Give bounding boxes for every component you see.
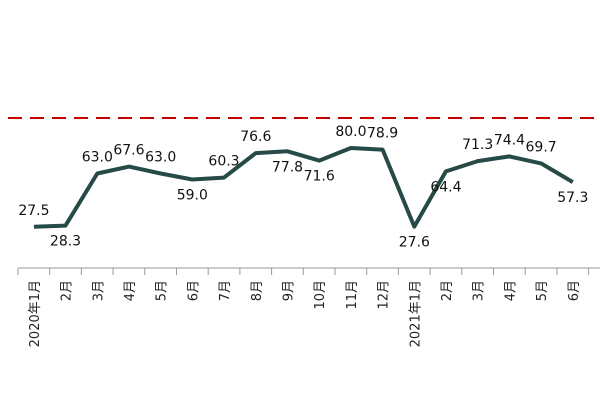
x-tick-label: 11月	[345, 280, 360, 310]
data-label: 69.7	[526, 139, 557, 155]
x-tick-label: 4月	[503, 280, 518, 301]
data-label: 71.3	[462, 137, 493, 153]
data-label: 64.4	[430, 179, 461, 195]
x-tick-label: 5月	[535, 280, 550, 301]
x-tick-label: 2021年1月	[408, 280, 423, 347]
x-tick-label: 3月	[472, 280, 487, 301]
x-tick-label: 3月	[91, 280, 106, 301]
x-tick-label: 2月	[60, 280, 75, 301]
data-label: 63.0	[82, 150, 113, 166]
data-label: 59.0	[177, 188, 208, 204]
data-label: 27.5	[18, 203, 49, 219]
x-tick-label: 5月	[155, 280, 170, 301]
x-tick-label: 12月	[377, 280, 392, 310]
x-axis	[17, 267, 600, 275]
data-label: 67.6	[113, 143, 144, 159]
x-tick-label: 10月	[313, 280, 328, 310]
data-label: 28.3	[50, 234, 81, 250]
x-tick-labels: 2020年1月 2月 3月 4月 5月 6月 7月 8月 9月 10月 11月 12月 2021年1月 2…	[28, 280, 582, 347]
x-tick-label: 6月	[186, 280, 201, 301]
x-tick-label: 9月	[281, 280, 296, 301]
data-label: 60.3	[208, 154, 239, 170]
x-tick-label: 2020年1月	[28, 280, 43, 347]
data-label: 63.0	[145, 150, 176, 166]
x-tick-label: 7月	[218, 280, 233, 301]
series-line	[33, 146, 574, 229]
data-label: 77.8	[272, 159, 303, 175]
data-labels: 27.528.3 63.0 67.6 63.0 59.0 60.376.677.871.6…	[18, 124, 588, 251]
data-label: 78.9	[367, 126, 398, 142]
x-tick-label: 4月	[123, 280, 138, 301]
data-label: 71.6	[304, 169, 335, 185]
data-label: 76.6	[240, 129, 271, 145]
data-label: 27.6	[399, 235, 430, 251]
x-tick-label: 8月	[250, 280, 265, 301]
x-tick-label: 6月	[567, 280, 582, 301]
data-label: 80.0	[335, 124, 366, 140]
x-tick-label: 2月	[440, 280, 455, 301]
data-label: 57.3	[557, 190, 588, 206]
data-label: 74.4	[494, 132, 525, 148]
